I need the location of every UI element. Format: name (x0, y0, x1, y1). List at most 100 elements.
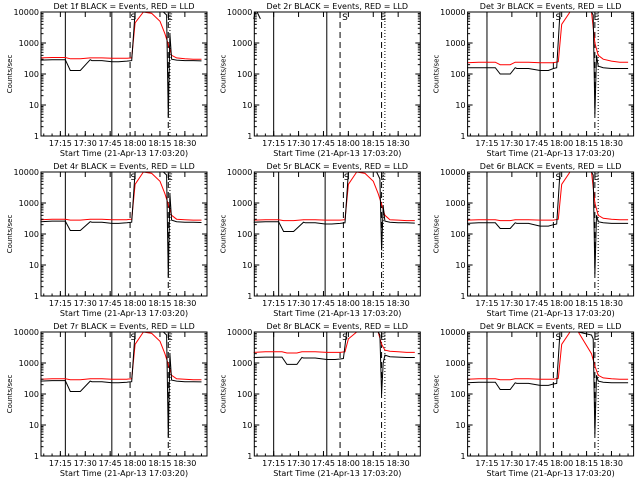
y-tick-label: 100 (450, 70, 465, 79)
y-tick-label: 1 (34, 292, 39, 301)
y-tick-label: 1000 (19, 199, 39, 208)
marker-label: S (131, 13, 137, 23)
y-tick-label: 100 (24, 70, 39, 79)
series-events-line (467, 11, 629, 115)
x-tick-label: 18:15 (148, 139, 171, 148)
x-tick-label: 17:30 (74, 139, 97, 148)
y-tick-label: 10000 (227, 328, 252, 337)
marker-label: E (594, 333, 600, 343)
chart-panel-3: Det 3r BLACK = Events, RED = LLD S E 1 10 100… (433, 2, 635, 158)
y-axis-label: Counts/sec (219, 375, 227, 414)
plot-frame (40, 331, 208, 457)
x-tick-label: 18:15 (362, 299, 385, 308)
x-tick-label: 17:15 (475, 459, 498, 468)
plot-frame (253, 11, 421, 137)
series-lld-line (253, 171, 415, 222)
x-axis-label: Start Time (21-Apr-13 17:03:20) (486, 469, 614, 478)
chart-title: Det 5r BLACK = Events, RED = LLD (267, 162, 409, 171)
plot-frame (467, 11, 635, 137)
x-tick-label: 18:00 (124, 459, 147, 468)
y-tick-label: 10000 (14, 168, 39, 177)
y-tick-label: 10 (242, 421, 252, 430)
series-lld-line (40, 171, 202, 221)
y-tick-label: 1000 (19, 39, 39, 48)
y-tick-label: 1 (461, 132, 466, 141)
y-tick-label: 10000 (227, 168, 252, 177)
marker-label: E (167, 333, 173, 343)
marker-label: E (167, 173, 173, 183)
y-axis-label: Counts/sec (219, 215, 227, 254)
x-tick-label: 18:15 (148, 459, 171, 468)
y-tick-label: 1000 (445, 359, 465, 368)
series-events-line (40, 171, 202, 278)
y-tick-label: 1000 (232, 199, 252, 208)
y-tick-label: 10000 (440, 8, 465, 17)
x-tick-label: 17:45 (312, 139, 335, 148)
marker-label: S (344, 173, 350, 183)
x-tick-label: 17:45 (99, 139, 122, 148)
y-axis-label: Counts/sec (6, 215, 14, 254)
chart-panel-2: Det 2r BLACK = Events, RED = LLD S E 1 10 100… (219, 2, 421, 158)
chart-panel-5: Det 5r BLACK = Events, RED = LLD S E 1 10 100… (219, 162, 421, 318)
y-tick-label: 100 (450, 390, 465, 399)
chart-panel-8: Det 8r BLACK = Events, RED = LLD S E 1 10 100… (219, 322, 421, 478)
series-events-line (40, 331, 202, 438)
y-axis-label: Counts/sec (433, 215, 441, 254)
x-tick-label: 17:30 (287, 299, 310, 308)
y-tick-label: 10 (29, 101, 39, 110)
x-tick-label: 18:00 (550, 299, 573, 308)
marker-label: E (380, 333, 386, 343)
y-tick-label: 10 (29, 421, 39, 430)
x-tick-label: 18:30 (600, 139, 623, 148)
x-tick-label: 18:30 (387, 459, 410, 468)
x-tick-label: 17:30 (500, 139, 523, 148)
x-tick-label: 17:45 (525, 459, 548, 468)
x-tick-label: 18:15 (575, 459, 598, 468)
x-tick-label: 17:45 (99, 459, 122, 468)
y-axis-label: Counts/sec (6, 55, 14, 94)
y-axis-label: Counts/sec (219, 55, 227, 94)
chart-panel-4: Det 4r BLACK = Events, RED = LLD S E 1 10 100… (6, 162, 208, 318)
y-tick-label: 1 (247, 292, 252, 301)
x-tick-label: 17:15 (475, 299, 498, 308)
y-tick-label: 10 (455, 421, 465, 430)
series-lld-line (40, 11, 202, 60)
y-tick-label: 10000 (440, 328, 465, 337)
x-axis-label: Start Time (21-Apr-13 17:03:20) (486, 309, 614, 318)
y-tick-label: 1 (34, 452, 39, 461)
marker-label: S (131, 173, 137, 183)
y-axis-label: Counts/sec (433, 375, 441, 414)
x-tick-label: 18:30 (600, 299, 623, 308)
x-tick-label: 17:45 (525, 139, 548, 148)
series-lld-line (253, 331, 415, 354)
marker-label: S (555, 333, 561, 343)
chart-panel-7: Det 7r BLACK = Events, RED = LLD S E 1 10 100… (6, 322, 208, 478)
x-axis-label: Start Time (21-Apr-13 17:03:20) (60, 309, 188, 318)
chart-title: Det 1f BLACK = Events, RED = LLD (53, 2, 194, 11)
y-tick-label: 100 (237, 230, 252, 239)
y-tick-label: 10 (242, 261, 252, 270)
plot-frame (253, 331, 421, 457)
chart-panel-1: Det 1f BLACK = Events, RED = LLD S E 1 10 100… (6, 2, 208, 158)
x-tick-label: 18:30 (173, 299, 196, 308)
x-tick-label: 17:15 (49, 459, 72, 468)
x-tick-label: 18:00 (124, 299, 147, 308)
y-axis-label: Counts/sec (433, 55, 441, 94)
marker-label: E (594, 13, 600, 23)
x-tick-label: 18:00 (550, 139, 573, 148)
chart-panel-6: Det 6r BLACK = Events, RED = LLD S E 1 10 100… (433, 162, 635, 318)
marker-label: S (555, 13, 561, 23)
x-tick-label: 18:30 (600, 459, 623, 468)
chart-panel-9: Det 9r BLACK = Events, RED = LLD S E 1 10 100… (433, 322, 635, 478)
y-tick-label: 100 (237, 70, 252, 79)
x-tick-label: 18:15 (362, 139, 385, 148)
x-tick-label: 18:00 (337, 459, 360, 468)
y-tick-label: 100 (24, 390, 39, 399)
marker-label: E (380, 13, 386, 23)
x-axis-label: Start Time (21-Apr-13 17:03:20) (60, 149, 188, 158)
x-tick-label: 17:15 (262, 459, 285, 468)
x-axis-label: Start Time (21-Apr-13 17:03:20) (273, 309, 401, 318)
series-lld-line (40, 331, 202, 381)
x-tick-label: 18:15 (575, 139, 598, 148)
